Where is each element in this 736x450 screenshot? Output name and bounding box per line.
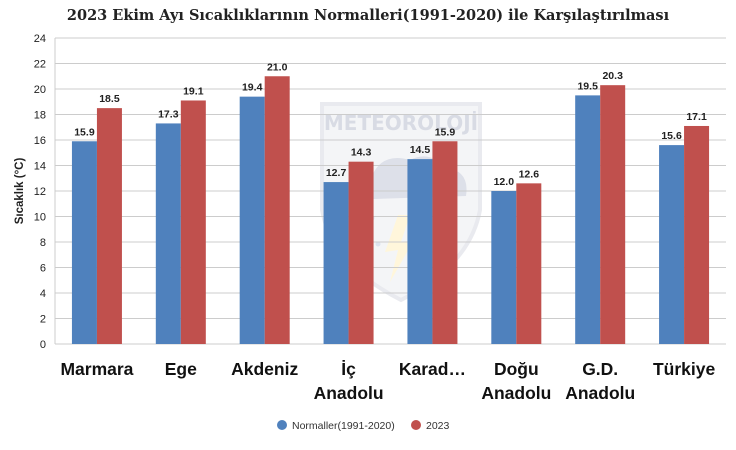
bar-2023	[600, 85, 626, 345]
data-label: 15.9	[435, 126, 456, 138]
y-tick-label: 0	[40, 339, 46, 351]
bar-normal	[71, 141, 97, 344]
x-category-label: Türkiye	[653, 359, 716, 379]
bar-2023	[516, 183, 542, 344]
bar-2023	[180, 100, 206, 344]
y-tick-label: 10	[34, 212, 46, 224]
y-tick-label: 2	[40, 314, 46, 326]
legend-label: 2023	[426, 420, 450, 432]
data-label: 19.5	[577, 80, 598, 92]
bar-normal	[239, 96, 265, 345]
x-category-label: İç	[341, 359, 356, 379]
y-axis-label: Sıcaklık (°C)	[14, 158, 26, 225]
x-category-label: Doğu	[494, 359, 539, 379]
x-category-label: Anadolu	[565, 383, 635, 403]
y-tick-label: 12	[34, 186, 46, 198]
y-tick-label: 4	[40, 288, 46, 300]
chart-title: 2023 Ekim Ayı Sıcaklıklarının Normalleri…	[67, 7, 670, 24]
y-tick-label: 24	[34, 33, 46, 45]
legend: Normaller(1991-2020) 2023	[277, 420, 450, 432]
x-category-label: G.D.	[582, 359, 618, 379]
data-label: 20.3	[602, 70, 623, 82]
data-label: 12.7	[326, 167, 347, 179]
x-category-label: Anadolu	[314, 383, 384, 403]
x-category-label: Marmara	[60, 359, 133, 379]
bar-2023	[684, 125, 710, 344]
data-label: 15.9	[74, 126, 95, 138]
x-category-label: Ege	[165, 359, 197, 379]
bar-normal	[323, 182, 349, 344]
y-tick-label: 18	[34, 110, 46, 122]
data-label: 12.6	[519, 168, 540, 180]
legend-marker	[411, 420, 421, 430]
bar-2023	[264, 76, 290, 344]
bar-normal	[155, 123, 181, 344]
legend-label: Normaller(1991-2020)	[292, 420, 395, 432]
y-tick-label: 14	[34, 161, 46, 173]
bar-2023	[348, 161, 374, 344]
data-labels: 15.9 18.5 17.3 19.1 19.4 21.0 12.7 14.3 14.5 15.9…	[74, 61, 707, 188]
bar-normal	[407, 159, 433, 344]
y-tick-label: 8	[40, 237, 46, 249]
x-category-label: Akdeniz	[231, 359, 298, 379]
data-label: 15.6	[661, 130, 682, 142]
bars	[71, 76, 710, 345]
bar-normal	[659, 145, 685, 344]
data-label: 17.1	[686, 111, 707, 123]
x-category-label: Anadolu	[481, 383, 551, 403]
y-tick-label: 20	[34, 84, 46, 96]
y-tick-label: 16	[34, 135, 46, 147]
data-label: 12.0	[494, 176, 515, 188]
bar-2023	[432, 141, 458, 344]
x-category-label: Karad…	[399, 359, 466, 379]
bar-normal	[575, 95, 601, 344]
y-tick-label: 6	[40, 263, 46, 275]
data-label: 21.0	[267, 61, 288, 73]
data-label: 14.5	[410, 144, 431, 156]
bar-2023	[96, 108, 122, 344]
gridlines	[55, 37, 726, 345]
data-label: 14.3	[351, 147, 372, 159]
data-label: 19.1	[183, 85, 204, 97]
x-axis-category-labels: Marmara Ege Akdeniz İç Anadolu Karad… Doğu Anad…	[60, 359, 715, 403]
y-tick-label: 22	[34, 59, 46, 71]
data-label: 19.4	[242, 82, 263, 94]
data-label: 18.5	[99, 93, 120, 105]
legend-marker	[277, 420, 287, 430]
data-label: 17.3	[158, 108, 179, 120]
bar-normal	[491, 191, 517, 344]
